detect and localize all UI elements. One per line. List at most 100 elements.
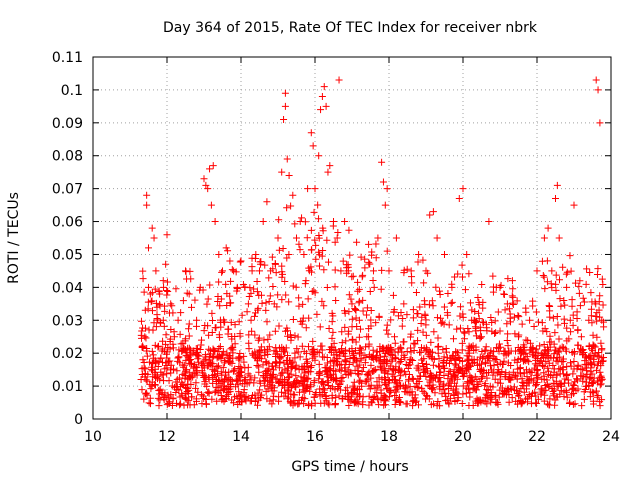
data-point xyxy=(268,400,276,408)
data-point xyxy=(236,354,244,362)
data-point xyxy=(272,269,280,277)
data-point xyxy=(223,302,231,310)
data-point xyxy=(148,307,156,315)
data-point xyxy=(429,302,437,310)
data-point xyxy=(513,297,521,305)
data-point xyxy=(233,285,241,293)
data-point xyxy=(139,342,147,350)
data-point xyxy=(591,343,599,351)
data-point xyxy=(187,346,195,354)
data-point xyxy=(287,202,295,210)
data-point xyxy=(367,306,375,314)
data-point xyxy=(341,367,349,375)
data-point xyxy=(337,267,345,275)
data-point xyxy=(351,305,359,313)
data-point xyxy=(544,400,552,408)
data-point xyxy=(556,295,564,303)
data-point xyxy=(145,399,153,407)
data-point xyxy=(151,285,159,293)
data-point xyxy=(383,185,391,193)
data-point xyxy=(232,383,240,391)
data-point xyxy=(569,311,577,319)
data-point xyxy=(435,362,443,370)
data-point xyxy=(320,302,328,310)
data-point xyxy=(513,387,521,395)
data-point xyxy=(292,283,300,291)
data-point xyxy=(520,382,528,390)
data-point xyxy=(549,387,557,395)
data-point xyxy=(301,369,309,377)
data-point xyxy=(162,331,170,339)
data-point xyxy=(335,392,343,400)
data-point xyxy=(222,392,230,400)
data-point xyxy=(509,300,517,308)
data-point xyxy=(161,365,169,373)
data-point xyxy=(469,378,477,386)
data-point xyxy=(346,251,354,259)
data-point xyxy=(486,357,494,365)
data-point xyxy=(232,268,240,276)
data-point xyxy=(449,352,457,360)
data-point xyxy=(218,268,226,276)
data-point xyxy=(504,330,512,338)
data-point xyxy=(593,317,601,325)
data-point xyxy=(157,354,165,362)
data-point xyxy=(541,346,549,354)
data-point xyxy=(431,374,439,382)
data-point xyxy=(420,279,428,287)
data-point xyxy=(365,368,373,376)
data-point xyxy=(487,313,495,321)
data-point xyxy=(163,231,171,239)
data-point xyxy=(561,301,569,309)
data-point xyxy=(481,346,489,354)
data-point xyxy=(185,344,193,352)
data-point xyxy=(346,368,354,376)
data-point xyxy=(318,297,326,305)
y-tick-label: 0.04 xyxy=(52,280,83,296)
data-point xyxy=(392,363,400,371)
y-tick-label: 0.08 xyxy=(52,149,83,165)
data-point xyxy=(156,396,164,404)
data-point xyxy=(406,383,414,391)
data-point xyxy=(235,398,243,406)
data-point xyxy=(140,288,148,296)
data-point xyxy=(196,345,204,353)
data-point xyxy=(383,247,391,255)
data-point xyxy=(370,366,378,374)
data-point xyxy=(369,346,377,354)
data-point xyxy=(488,327,496,335)
data-point xyxy=(434,334,442,342)
data-point xyxy=(451,273,459,281)
data-point xyxy=(391,339,399,347)
data-point xyxy=(328,394,336,402)
data-point xyxy=(414,258,422,266)
data-point xyxy=(536,357,544,365)
data-point xyxy=(324,399,332,407)
data-point xyxy=(494,366,502,374)
data-point xyxy=(569,381,577,389)
data-point xyxy=(283,360,291,368)
data-point xyxy=(357,346,365,354)
data-point xyxy=(268,362,276,370)
data-point xyxy=(365,333,373,341)
data-point xyxy=(149,373,157,381)
data-point xyxy=(362,353,370,361)
data-point xyxy=(407,355,415,363)
data-point xyxy=(139,275,147,283)
data-point xyxy=(416,303,424,311)
data-point xyxy=(505,398,513,406)
data-point xyxy=(459,185,467,193)
data-point xyxy=(156,302,164,310)
data-point xyxy=(289,358,297,366)
data-point xyxy=(399,315,407,323)
data-point xyxy=(291,332,299,340)
data-point xyxy=(533,372,541,380)
data-point xyxy=(285,374,293,382)
data-point xyxy=(276,371,284,379)
data-point xyxy=(501,373,509,381)
data-point xyxy=(322,393,330,401)
data-point xyxy=(332,367,340,375)
data-point xyxy=(336,381,344,389)
data-point xyxy=(300,347,308,355)
data-point xyxy=(275,344,283,352)
